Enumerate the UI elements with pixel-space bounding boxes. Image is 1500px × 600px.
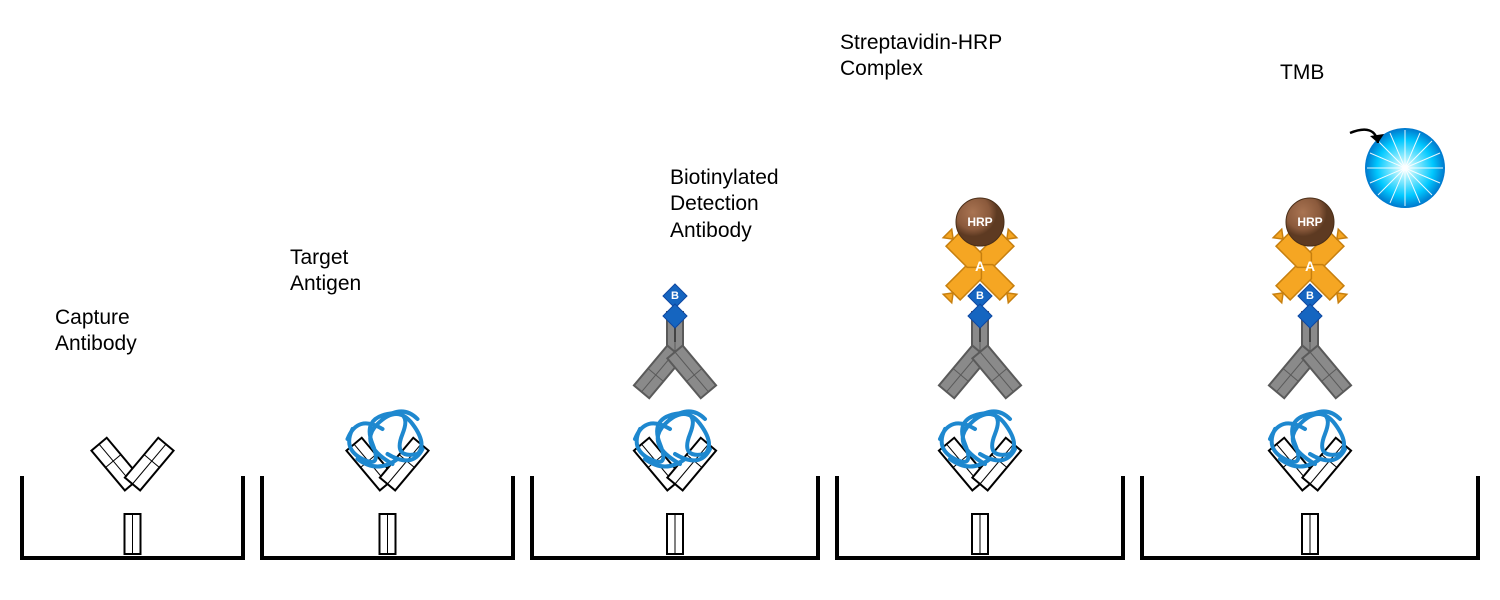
panel-label: Target Antigen (290, 245, 361, 298)
component-stack (1269, 128, 1445, 554)
panel-5 (1140, 40, 1480, 560)
component-stack (939, 198, 1021, 554)
component-stack (634, 284, 716, 554)
panel-label: Streptavidin-HRP Complex (840, 30, 1002, 83)
panel-4 (835, 40, 1125, 560)
component-stack (91, 438, 173, 554)
component-stack (346, 412, 428, 555)
panel-2 (260, 40, 515, 560)
panel-1 (20, 40, 245, 560)
panel-3 (530, 40, 820, 560)
panel-label: TMB (1280, 60, 1324, 86)
panel-label: Biotinylated Detection Antibody (670, 165, 779, 244)
panel-label: Capture Antibody (55, 305, 137, 358)
